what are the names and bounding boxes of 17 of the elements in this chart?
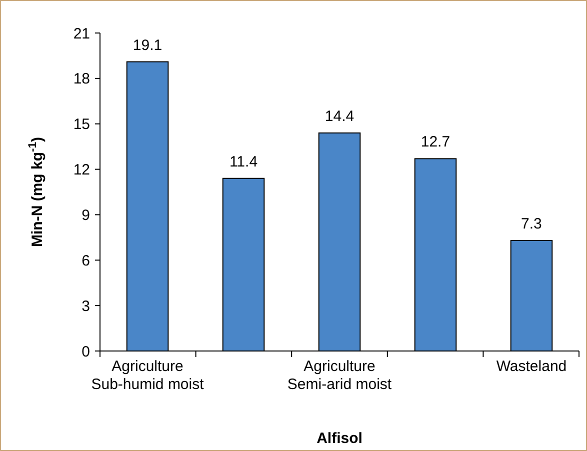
data-label: 7.3: [521, 215, 542, 232]
x-tick-label: Agriculture Semi-arid moist: [287, 358, 392, 393]
y-tick-label: 15: [73, 116, 90, 134]
x-tick-label: Agriculture Sub-humid moist: [91, 358, 205, 393]
y-tick-label: 6: [82, 252, 90, 270]
data-label: 11.4: [229, 153, 258, 170]
data-label: 19.1: [132, 36, 162, 54]
x-axis-title: Alfisol: [316, 430, 362, 447]
y-tick-label: 3: [82, 298, 90, 315]
data-label: 12.7: [420, 134, 450, 151]
y-tick-label: 12: [73, 162, 90, 179]
y-tick-label: 18: [73, 70, 90, 88]
x-tick-label: Wasteland: [496, 358, 567, 375]
y-tick-label: 21: [73, 25, 90, 42]
data-label: 14.4: [324, 108, 354, 125]
y-tick-label: 9: [82, 206, 90, 224]
y-tick-label: 0: [82, 343, 90, 360]
